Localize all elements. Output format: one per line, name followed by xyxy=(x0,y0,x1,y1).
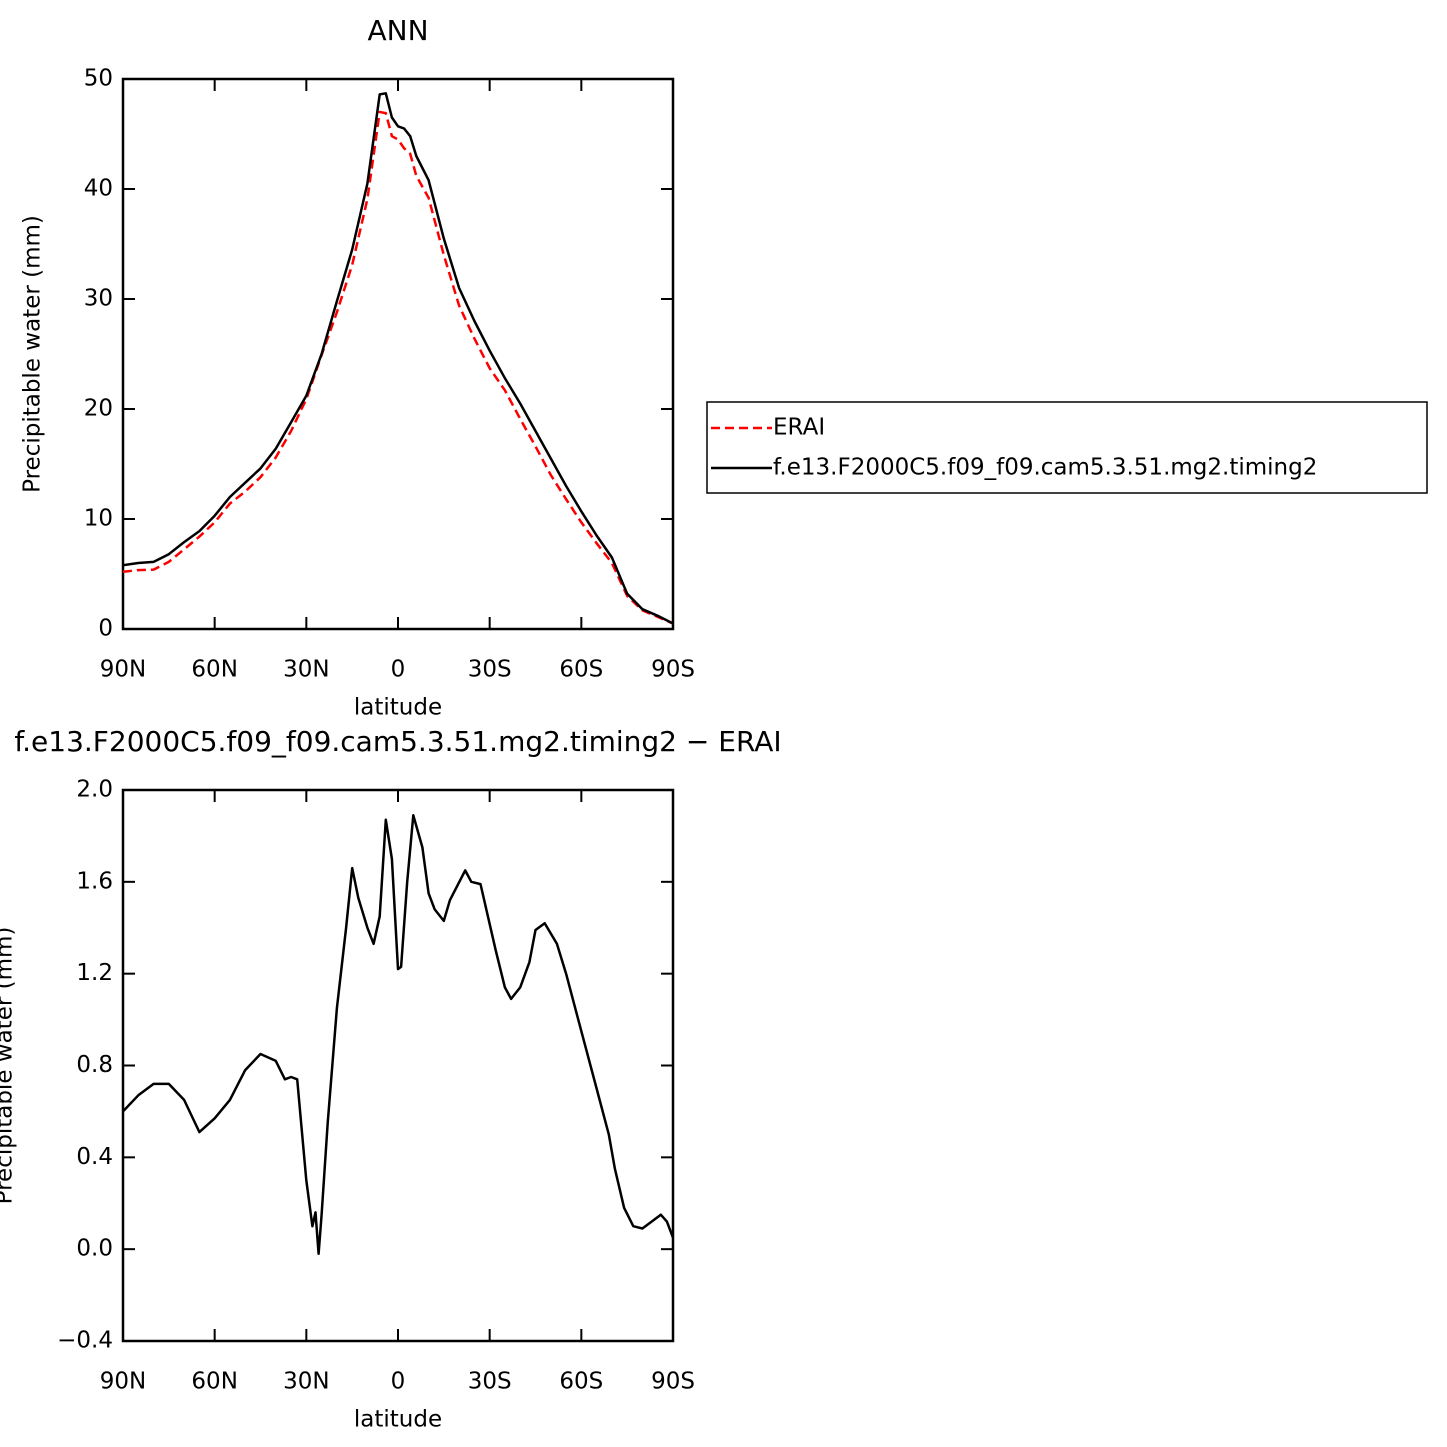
x-axis-label: latitude xyxy=(354,1407,442,1433)
y-tick-label: 0.0 xyxy=(76,1236,113,1262)
y-tick-label: 1.6 xyxy=(76,868,113,894)
y-tick-label: 50 xyxy=(84,66,113,92)
x-tick-label: 0 xyxy=(391,1369,406,1395)
legend-label: ERAI xyxy=(773,415,825,441)
y-axis-label: Precipitable water (mm) xyxy=(0,927,18,1205)
y-tick-label: 2.0 xyxy=(76,777,113,803)
y-tick-label: 1.2 xyxy=(76,960,113,986)
y-tick-label: 10 xyxy=(84,506,113,532)
y-tick-label: 30 xyxy=(84,286,113,312)
x-tick-label: 30N xyxy=(283,1369,329,1395)
x-tick-label: 30N xyxy=(283,657,329,683)
x-tick-label: 90N xyxy=(100,1369,146,1395)
y-tick-label: −0.4 xyxy=(57,1328,113,1354)
x-tick-label: 90S xyxy=(651,1369,695,1395)
y-tick-label: 40 xyxy=(84,176,113,202)
chart-title: ANN xyxy=(367,14,428,47)
x-tick-label: 90S xyxy=(651,657,695,683)
x-tick-label: 30S xyxy=(468,1369,512,1395)
y-tick-label: 0 xyxy=(98,616,113,642)
x-tick-label: 60N xyxy=(191,657,237,683)
plot-frame xyxy=(121,77,675,631)
chart-title: f.e13.F2000C5.f09_f09.cam5.3.51.mg2.timi… xyxy=(14,725,781,758)
x-axis-label: latitude xyxy=(354,695,442,721)
y-tick-label: 20 xyxy=(84,396,113,422)
data-line xyxy=(122,92,674,625)
data-line xyxy=(122,814,675,1256)
x-tick-label: 90N xyxy=(100,657,146,683)
x-tick-label: 60N xyxy=(191,1369,237,1395)
legend-box xyxy=(706,401,1428,494)
x-tick-label: 60S xyxy=(559,657,603,683)
y-tick-label: 0.8 xyxy=(76,1052,113,1078)
y-axis-label: Precipitable water (mm) xyxy=(20,215,46,493)
plot-frame xyxy=(121,788,675,1343)
data-line xyxy=(122,110,674,625)
x-tick-label: 60S xyxy=(559,1369,603,1395)
y-tick-label: 0.4 xyxy=(76,1144,113,1170)
x-tick-label: 30S xyxy=(468,657,512,683)
legend-label: f.e13.F2000C5.f09_f09.cam5.3.51.mg2.timi… xyxy=(773,455,1317,481)
x-tick-label: 0 xyxy=(391,657,406,683)
